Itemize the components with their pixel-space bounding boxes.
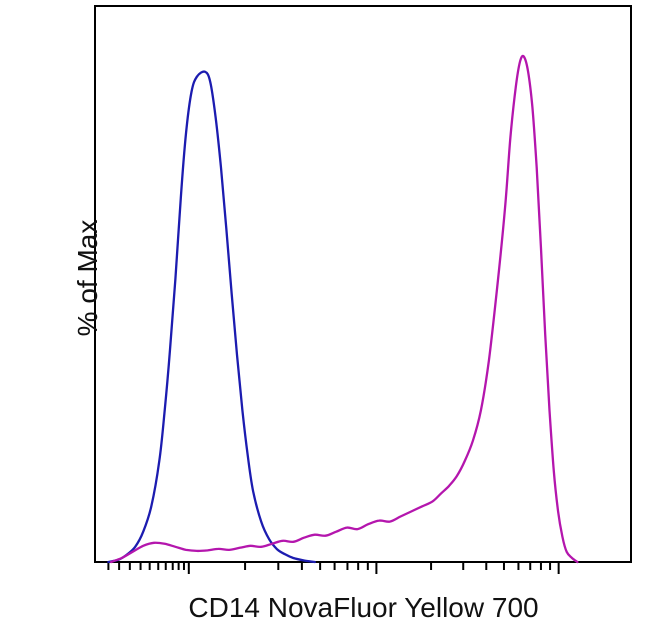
x-axis-label: CD14 NovaFluor Yellow 700 [188,592,539,623]
series-blue-curve [107,70,316,564]
series-magenta-curve [109,54,579,564]
x-axis-ticks [107,563,560,574]
y-axis-label: % of Max [72,219,103,337]
